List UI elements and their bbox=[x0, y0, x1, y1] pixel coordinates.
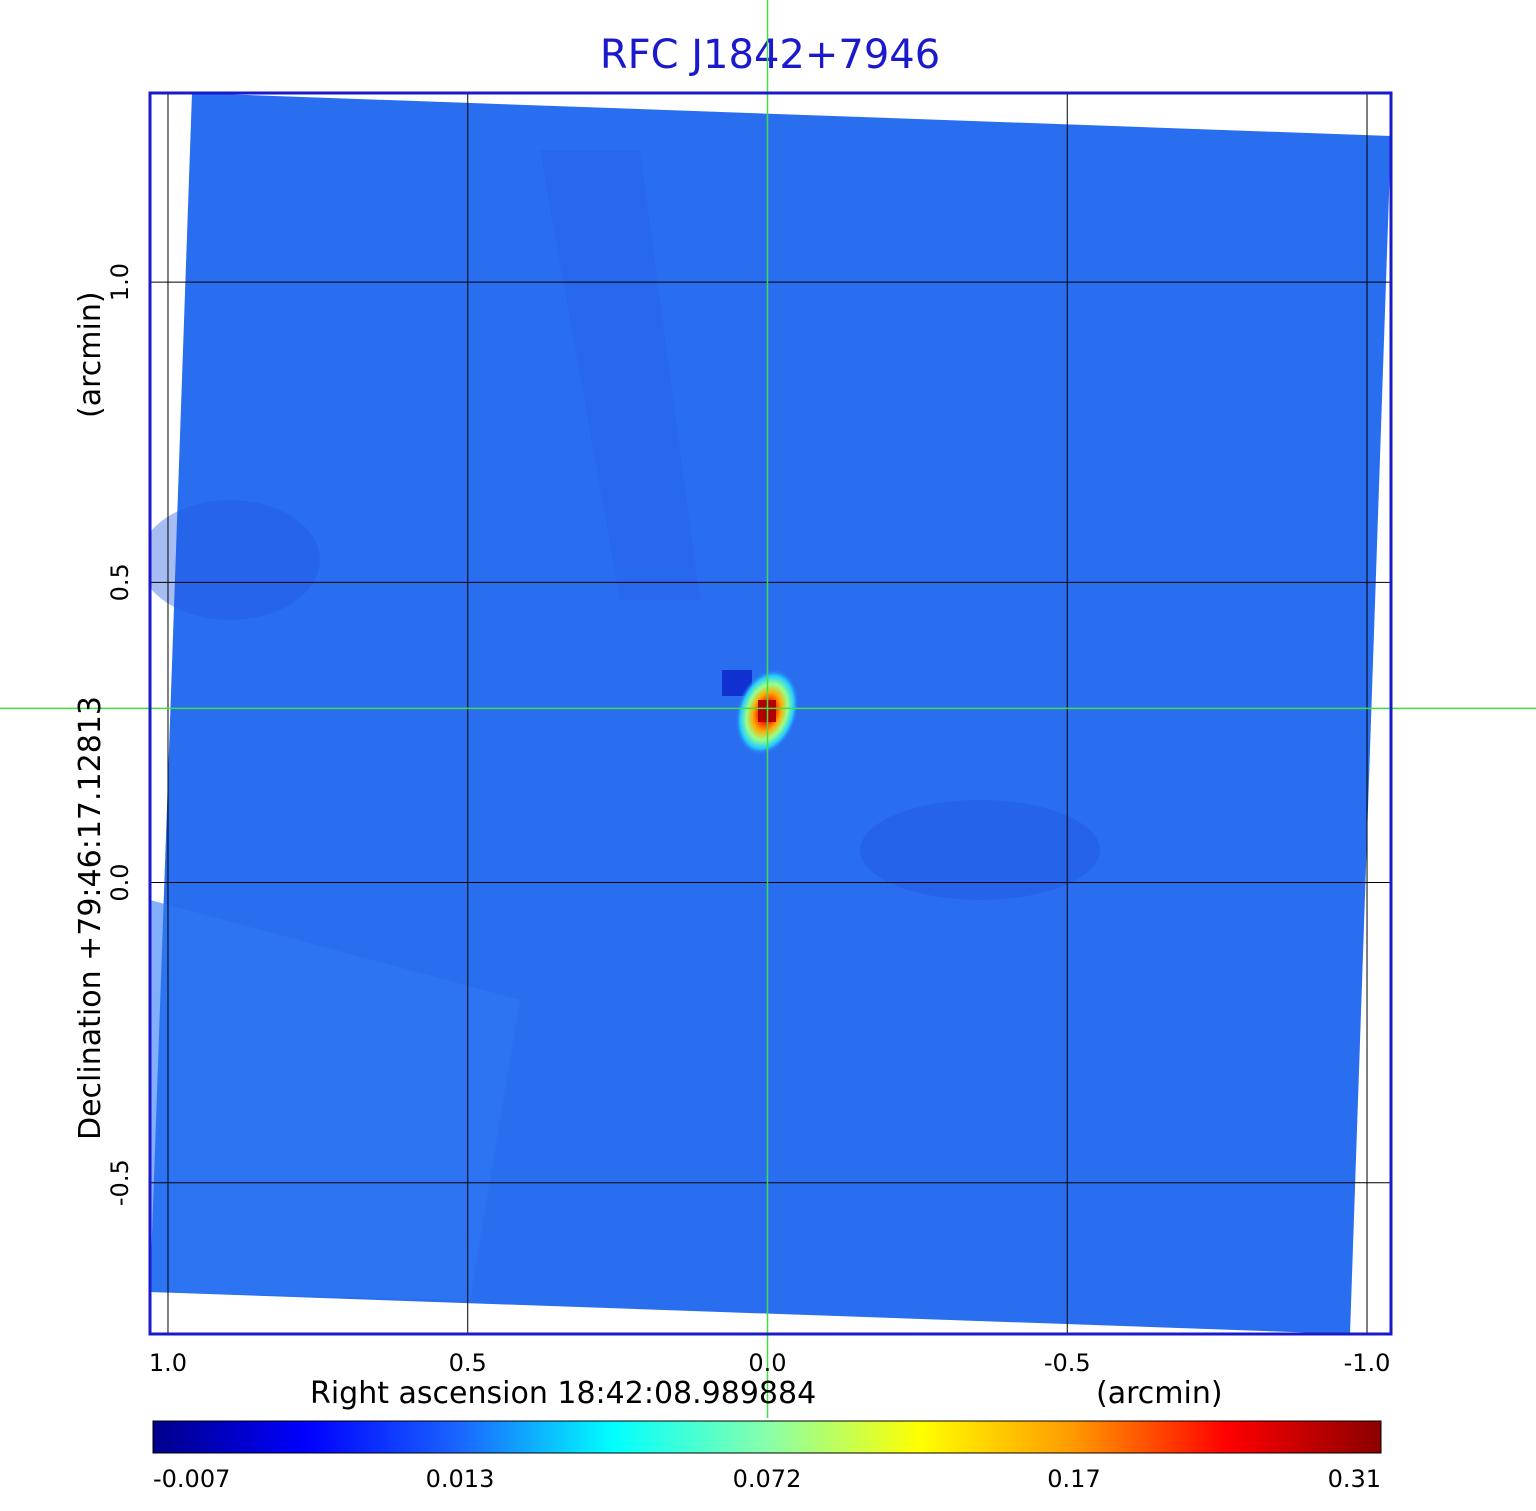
x-tick-label: 0.0 bbox=[748, 1349, 786, 1377]
colorbar-tick-label: 0.013 bbox=[426, 1465, 495, 1493]
colorbar-ticks: -0.007 0.013 0.072 0.17 0.31 bbox=[153, 1465, 1381, 1493]
x-tick-label: 1.0 bbox=[149, 1349, 187, 1377]
x-axis-label: Right ascension 18:42:08.989884 bbox=[310, 1376, 816, 1411]
y-axis-unit: (arcmin) bbox=[73, 291, 108, 418]
colorbar-tick-label: -0.007 bbox=[153, 1465, 230, 1493]
x-axis-unit: (arcmin) bbox=[1096, 1376, 1223, 1411]
y-tick-label: 0.5 bbox=[106, 563, 134, 601]
x-tick-label: -1.0 bbox=[1344, 1349, 1391, 1377]
colorbar-tick-label: 0.31 bbox=[1328, 1465, 1381, 1493]
plot-frame bbox=[148, 91, 1393, 1336]
y-ticks: 1.0 0.5 0.0 -0.5 bbox=[106, 263, 134, 1206]
crosshair bbox=[0, 0, 1536, 1418]
x-tick-label: -0.5 bbox=[1044, 1349, 1091, 1377]
x-ticks: 1.0 0.5 0.0 -0.5 -1.0 bbox=[149, 1349, 1391, 1377]
image-area bbox=[150, 93, 1391, 1334]
colorbar bbox=[152, 1420, 1382, 1454]
colorbar-tick-label: 0.17 bbox=[1047, 1465, 1100, 1493]
x-tick-label: 0.5 bbox=[449, 1349, 487, 1377]
colorbar-tick-label: 0.072 bbox=[733, 1465, 802, 1493]
y-tick-label: -0.5 bbox=[106, 1159, 134, 1206]
chart-title: RFC J1842+7946 bbox=[600, 32, 940, 78]
y-tick-label: 1.0 bbox=[106, 263, 134, 301]
y-axis-label: Declination +79:46:17.12813 bbox=[73, 696, 108, 1140]
y-tick-label: 0.0 bbox=[106, 863, 134, 901]
